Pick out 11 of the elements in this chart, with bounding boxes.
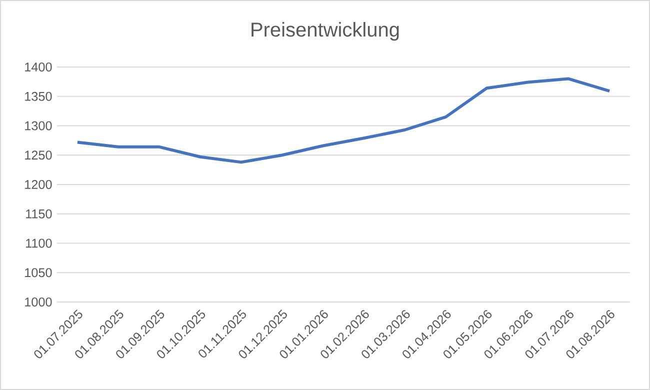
- y-tick-label: 1350: [25, 92, 52, 101]
- y-tick-label: 1150: [26, 209, 52, 218]
- line-series: [76, 77, 612, 164]
- y-tick-label: 1300: [25, 121, 52, 130]
- y-tick-label: 1100: [26, 238, 52, 248]
- chart-title: Preisentwicklung: [252, 22, 399, 41]
- y-tick-label: 1400: [25, 62, 52, 72]
- y-tick-label: 1250: [25, 150, 52, 160]
- y-tick-label: 1200: [25, 180, 52, 189]
- y-tick-label: 1000: [25, 298, 52, 306]
- y-tick-label: 1050: [25, 268, 52, 278]
